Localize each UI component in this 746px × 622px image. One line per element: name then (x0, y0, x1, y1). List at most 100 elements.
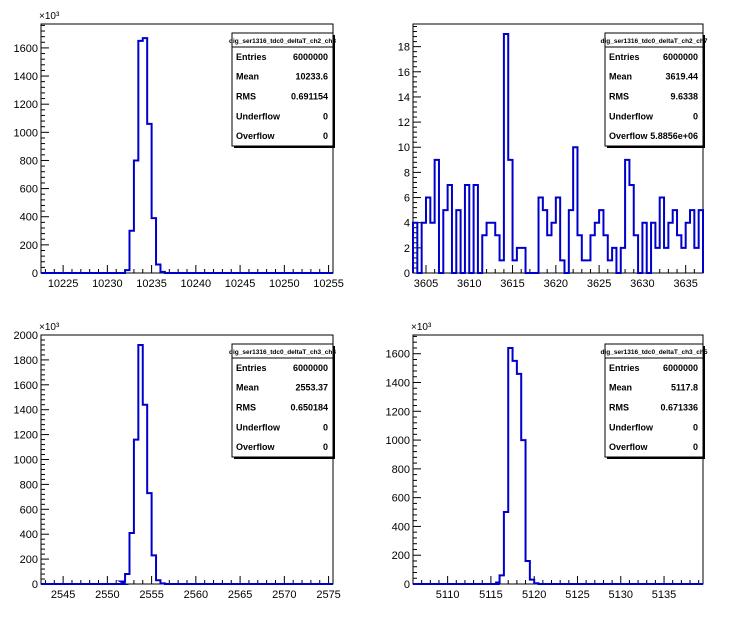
y-exponent-label: ×10³ (411, 322, 432, 333)
histogram-bin (699, 210, 703, 273)
y-tick-label: 10 (398, 142, 410, 154)
x-tick-label: 10245 (225, 278, 256, 290)
stats-key-rms: RMS (609, 92, 629, 102)
histogram-bin (677, 235, 681, 273)
histogram-bin (517, 374, 521, 584)
x-tick-label: 10235 (136, 278, 167, 290)
stats-value-overflow: 0 (693, 442, 698, 452)
histogram-bin (125, 574, 129, 584)
x-tick-label: 10230 (92, 278, 123, 290)
y-tick-label: 16 (398, 67, 410, 79)
x-tick-label: 5115 (479, 589, 503, 601)
stats-key-overflow: Overflow (609, 131, 649, 141)
histogram-bin (668, 223, 672, 273)
stats-key-underflow: Underflow (609, 111, 654, 121)
histogram-bin (599, 210, 603, 273)
x-tick-label: 3605 (414, 278, 438, 290)
stats-value-entries: 6000000 (293, 363, 328, 373)
y-tick-label: 200 (392, 550, 410, 562)
y-tick-label: 800 (392, 464, 410, 476)
histogram-bin (660, 198, 664, 273)
histogram-bin (495, 583, 499, 584)
stats-key-rms: RMS (236, 403, 256, 413)
histogram-bin (673, 210, 677, 273)
y-tick-label: 1200 (386, 406, 410, 418)
histogram-bin (129, 533, 133, 584)
histogram-bin (534, 583, 538, 584)
histogram-bin (134, 160, 138, 273)
stats-key-entries: Entries (609, 363, 640, 373)
stats-value-mean: 5117.8 (671, 383, 698, 393)
plot-frame (412, 23, 704, 274)
stats-box: dig_ser1316_tdc0_deltaT_ch3_ch4 Entries 60… (229, 343, 336, 459)
x-tick-label: 3610 (457, 278, 481, 290)
stats-box: dig_ser1316_tdc0_deltaT_ch2_ch8 Entries 60… (229, 32, 336, 148)
y-tick-label: 12 (398, 117, 410, 129)
stats-key-entries: Entries (609, 52, 640, 62)
histogram-bin (526, 561, 530, 584)
stats-value-rms: 0.650184 (290, 403, 328, 413)
stats-key-entries: Entries (236, 52, 267, 62)
stats-box: dig_ser1316_tdc0_deltaT_ch2_ch7 Entries 60… (601, 32, 708, 148)
stats-value-overflow: 0 (323, 131, 328, 141)
y-tick-label: 600 (20, 504, 38, 516)
histogram-bin (156, 265, 160, 273)
histogram-bin (664, 248, 668, 273)
histogram-bin (573, 147, 577, 273)
histogram-bin (543, 210, 547, 273)
stats-box: dig_ser1316_tdc0_deltaT_ch3_ch5 Entries 60… (601, 343, 708, 459)
histogram-bin (156, 580, 160, 584)
histogram-bin (539, 198, 543, 273)
histogram-bin (152, 218, 156, 273)
histogram-bin (686, 223, 690, 273)
y-tick-label: 8 (404, 167, 410, 179)
x-tick-label: 10250 (269, 278, 300, 290)
stats-key-entries: Entries (236, 363, 267, 373)
stats-value-underflow: 0 (693, 111, 698, 121)
stats-key-mean: Mean (609, 72, 632, 82)
histogram-bin (125, 270, 129, 273)
x-tick-label: 5120 (522, 589, 546, 601)
histogram-bin (138, 41, 142, 273)
stats-key-underflow: Underflow (236, 422, 281, 432)
stats-title: dig_ser1316_tdc0_deltaT_ch3_ch4 (229, 349, 336, 356)
stats-key-rms: RMS (236, 92, 256, 102)
x-tick-label: 3635 (673, 278, 697, 290)
x-tick-label: 5110 (436, 589, 460, 601)
histogram-pad-2: 3605 3610 3615 3620 3625 3630 3635 0 2 4 6 8 10 12 14 1… (398, 23, 708, 290)
histogram-bin (138, 345, 142, 584)
y-tick-label: 4 (404, 218, 410, 230)
stats-value-overflow: 5.8856e+06 (650, 131, 698, 141)
histogram-bin (143, 405, 147, 584)
y-tick-label: 14 (398, 92, 410, 104)
y-tick-label: 2000 (14, 330, 38, 342)
histogram-bin (608, 260, 612, 273)
histogram-bin (160, 272, 164, 273)
y-tick-label: 2 (404, 243, 410, 255)
x-tick-label: 2575 (316, 589, 340, 601)
stats-value-entries: 6000000 (293, 52, 328, 62)
x-tick-label: 2555 (139, 589, 163, 601)
histogram-bin (655, 248, 659, 273)
histogram-bin (681, 248, 685, 273)
histogram-bin (521, 248, 525, 273)
y-exponent-label: ×10³ (39, 11, 60, 22)
histogram-series (413, 346, 703, 585)
y-tick-label: 200 (20, 240, 38, 252)
x-tick-label: 3620 (544, 278, 568, 290)
x-tick-label: 3625 (587, 278, 611, 290)
x-tick-label: 5125 (565, 589, 589, 601)
y-tick-label: 400 (20, 212, 38, 224)
histogram-bin (603, 235, 607, 273)
histogram-bin (569, 210, 573, 273)
histogram-bin (508, 348, 512, 584)
histogram-bin (426, 198, 430, 273)
stats-value-mean: 2553.37 (295, 383, 328, 393)
histogram-bin (625, 160, 629, 273)
stats-key-rms: RMS (609, 403, 629, 413)
stats-value-entries: 6000000 (663, 363, 698, 373)
histogram-bin (508, 160, 512, 273)
histogram-pad-1: 10225 10230 10235 10240 10245 10250 10255 0 200 4… (14, 11, 344, 290)
histogram-bin (513, 260, 517, 273)
